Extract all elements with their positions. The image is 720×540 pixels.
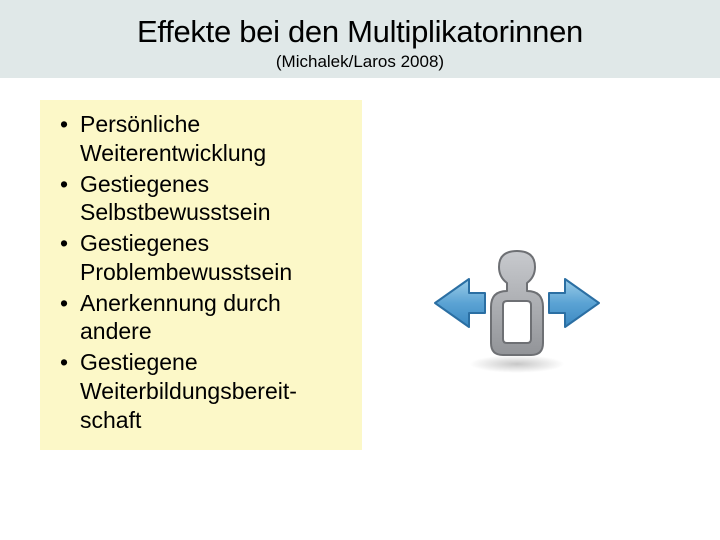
bullet-list: Persönliche Weiterentwicklung Gestiegene… (52, 110, 350, 434)
icon-area (362, 100, 720, 450)
list-item: Gestiegenes Problembewusstsein (52, 229, 350, 287)
bullet-box: Persönliche Weiterentwicklung Gestiegene… (40, 100, 362, 450)
person-arrows-icon (391, 235, 641, 385)
list-item: Gestiegenes Selbstbewusstsein (52, 170, 350, 228)
slide-header: Effekte bei den Multiplikatorinnen (Mich… (0, 0, 720, 78)
content-area: Persönliche Weiterentwicklung Gestiegene… (0, 78, 720, 450)
icon-shadow (469, 355, 565, 373)
left-arrow-icon (435, 279, 485, 327)
list-item: Gestiegene Weiterbildungsbereit-schaft (52, 348, 350, 434)
slide-subtitle: (Michalek/Laros 2008) (0, 52, 720, 72)
slide-title: Effekte bei den Multiplikatorinnen (0, 14, 720, 50)
list-item: Persönliche Weiterentwicklung (52, 110, 350, 168)
person-icon (491, 251, 543, 355)
list-item: Anerkennung durch andere (52, 289, 350, 347)
right-arrow-icon (549, 279, 599, 327)
